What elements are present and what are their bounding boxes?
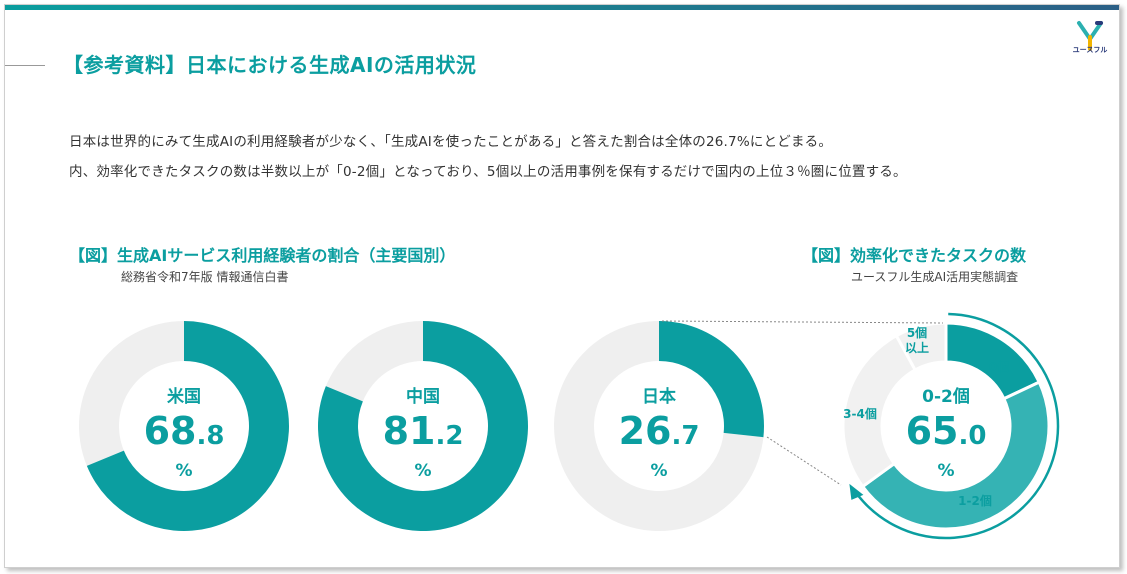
task-center-value: 65.0 — [906, 409, 987, 453]
donut-track-1 — [325, 321, 423, 402]
donut-value-label-0: 68.8 — [144, 409, 225, 453]
donut-label-2: 日本 — [642, 386, 676, 407]
figure-title-right: 【図】効率化できたタスクの数 — [802, 246, 1027, 265]
connector-line-bottom — [766, 436, 842, 486]
donut-value-0 — [86, 321, 289, 531]
donut-unit-2: % — [650, 461, 667, 481]
donut-label-0: 米国 — [167, 386, 201, 407]
task-center-label: 0-2個 — [922, 386, 970, 407]
donut-unit-1: % — [414, 461, 431, 481]
task-segment-label-3: 5個 — [907, 325, 927, 340]
donut-track-0 — [78, 321, 184, 466]
donut-label-1: 中国 — [406, 386, 440, 407]
task-segment-label-1: 1-2個 — [958, 493, 992, 508]
arrow-head-icon — [849, 483, 864, 500]
donut-value-label-1: 81.2 — [383, 409, 464, 453]
slide: 【参考資料】日本における生成AIの活用状況 ユースフル 日本は世界的にみて生成A… — [4, 4, 1120, 568]
donut-track-2 — [554, 321, 764, 531]
page-title: 【参考資料】日本における生成AIの活用状況 — [63, 53, 477, 77]
task-segment-label2-3: 以上 — [905, 340, 929, 355]
group-arc-arrow — [854, 312, 1060, 540]
title-rule — [5, 65, 45, 66]
top-accent-bar — [5, 5, 1119, 10]
logo-text: ユースフル — [1072, 46, 1108, 54]
figure-source-left: 総務省令和7年版 情報通信白書 — [121, 270, 289, 284]
figure-source-right: ユースフル生成AI活用実態調査 — [851, 270, 1019, 284]
task-segment-3 — [894, 321, 948, 372]
task-center-unit: % — [937, 461, 954, 481]
donut-value-2 — [659, 321, 764, 438]
donut-unit-0: % — [175, 461, 192, 481]
donut-value-1 — [318, 321, 529, 532]
description-line-2: 内、効率化できたタスクの数は半数以上が「0-2個」となっており、5個以上の活用事… — [69, 164, 907, 180]
figure-title-left: 【図】生成AIサービス利用経験者の割合（主要国別） — [69, 246, 456, 265]
logo-icon — [1077, 21, 1103, 51]
donut-value-label-2: 26.7 — [619, 409, 700, 453]
task-segment-label-0: 0個 — [989, 359, 1009, 374]
task-segment-1 — [860, 380, 1051, 531]
connector-line-top — [661, 320, 944, 324]
task-segment-label-2: 3-4個 — [843, 406, 877, 421]
description-line-1: 日本は世界的にみて生成AIの利用経験者が少なく、「生成AIを使ったことがある」と… — [69, 134, 833, 150]
